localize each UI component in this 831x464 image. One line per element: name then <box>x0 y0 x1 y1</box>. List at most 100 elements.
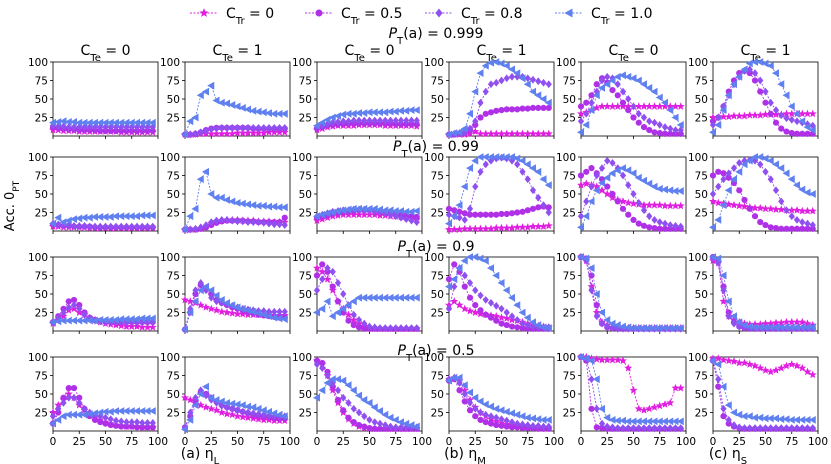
data-point <box>524 74 531 83</box>
data-point <box>803 206 812 215</box>
data-point <box>255 123 262 132</box>
data-point <box>323 115 331 124</box>
data-point <box>604 72 611 81</box>
x-tick-label: 100 <box>544 436 564 448</box>
data-point <box>619 87 627 96</box>
data-point <box>133 222 141 231</box>
data-point <box>492 404 500 413</box>
data-point <box>107 123 114 132</box>
data-point <box>250 409 257 418</box>
data-point <box>788 424 795 432</box>
data-point <box>370 403 378 412</box>
data-point <box>635 119 642 126</box>
data-point <box>450 275 458 284</box>
data-point <box>222 196 231 204</box>
y-tick-label: 50 <box>695 189 708 201</box>
data-point <box>334 386 342 395</box>
data-point <box>651 129 658 136</box>
data-point <box>477 167 484 176</box>
data-point <box>275 410 283 419</box>
data-point <box>745 412 753 421</box>
data-point <box>629 386 638 394</box>
data-point <box>208 293 215 302</box>
data-point <box>645 102 654 110</box>
data-point <box>191 297 199 306</box>
data-point <box>735 318 743 327</box>
data-point <box>508 210 516 217</box>
data-point <box>809 424 816 432</box>
data-point <box>397 423 405 432</box>
data-point <box>186 297 195 305</box>
data-point <box>534 167 542 176</box>
data-point <box>667 124 674 133</box>
series <box>180 167 288 234</box>
data-point <box>64 216 72 225</box>
data-point <box>207 190 215 198</box>
data-point <box>508 129 516 138</box>
y-tick-label: 50 <box>35 189 48 201</box>
y-tick-label: 25 <box>167 208 180 220</box>
data-point <box>715 113 722 122</box>
data-point <box>544 221 553 230</box>
data-point <box>191 113 199 122</box>
data-point <box>609 87 616 94</box>
legend-marker <box>564 8 573 18</box>
data-point <box>81 310 88 319</box>
data-point <box>65 303 72 312</box>
data-point <box>217 296 225 304</box>
legend-entry: CTr = 0.8 <box>425 6 523 27</box>
data-point <box>339 304 347 313</box>
data-point <box>582 354 590 363</box>
data-point <box>783 128 790 135</box>
data-point <box>646 224 653 231</box>
data-point <box>767 110 774 117</box>
data-point <box>730 200 738 209</box>
x-tick-label: 100 <box>808 436 828 448</box>
data-point <box>730 421 738 429</box>
data-point <box>144 123 151 132</box>
data-point <box>465 109 474 118</box>
data-point <box>476 254 484 263</box>
data-point <box>477 291 484 300</box>
x-tick-label: 25 <box>469 436 482 448</box>
series <box>709 254 816 332</box>
data-point <box>655 401 664 410</box>
data-point <box>666 201 675 210</box>
data-point <box>588 375 595 384</box>
data-point <box>498 210 505 218</box>
data-point <box>524 105 531 112</box>
data-point <box>477 211 484 218</box>
data-point <box>523 129 532 138</box>
data-point <box>735 410 743 419</box>
y-tick-label: 100 <box>556 57 576 69</box>
data-point <box>715 168 722 175</box>
data-point <box>577 109 585 118</box>
panel: 25 50 75 100 0 25 50 75 100 <box>160 352 300 448</box>
data-point <box>503 423 510 430</box>
data-point <box>196 175 204 184</box>
data-point <box>502 223 511 232</box>
y-tick-label: 75 <box>299 371 312 383</box>
data-point <box>514 324 521 331</box>
data-point <box>604 422 611 431</box>
data-point <box>466 398 474 407</box>
data-point <box>762 87 769 96</box>
series <box>48 314 156 327</box>
data-point <box>778 225 785 232</box>
data-point <box>608 169 616 178</box>
x-tick-label: 50 <box>363 436 376 448</box>
data-point <box>340 407 347 414</box>
data-point <box>228 301 236 310</box>
data-point <box>180 325 189 334</box>
data-point <box>597 83 606 92</box>
data-point <box>625 424 632 432</box>
series <box>445 221 553 233</box>
data-point <box>788 212 795 221</box>
y-tick-label: 100 <box>292 352 312 364</box>
data-point <box>259 310 267 319</box>
data-point <box>333 375 342 384</box>
data-point <box>592 91 600 100</box>
data-point <box>201 282 210 291</box>
x-tick-label: 0 <box>182 436 189 448</box>
data-point <box>54 415 62 424</box>
